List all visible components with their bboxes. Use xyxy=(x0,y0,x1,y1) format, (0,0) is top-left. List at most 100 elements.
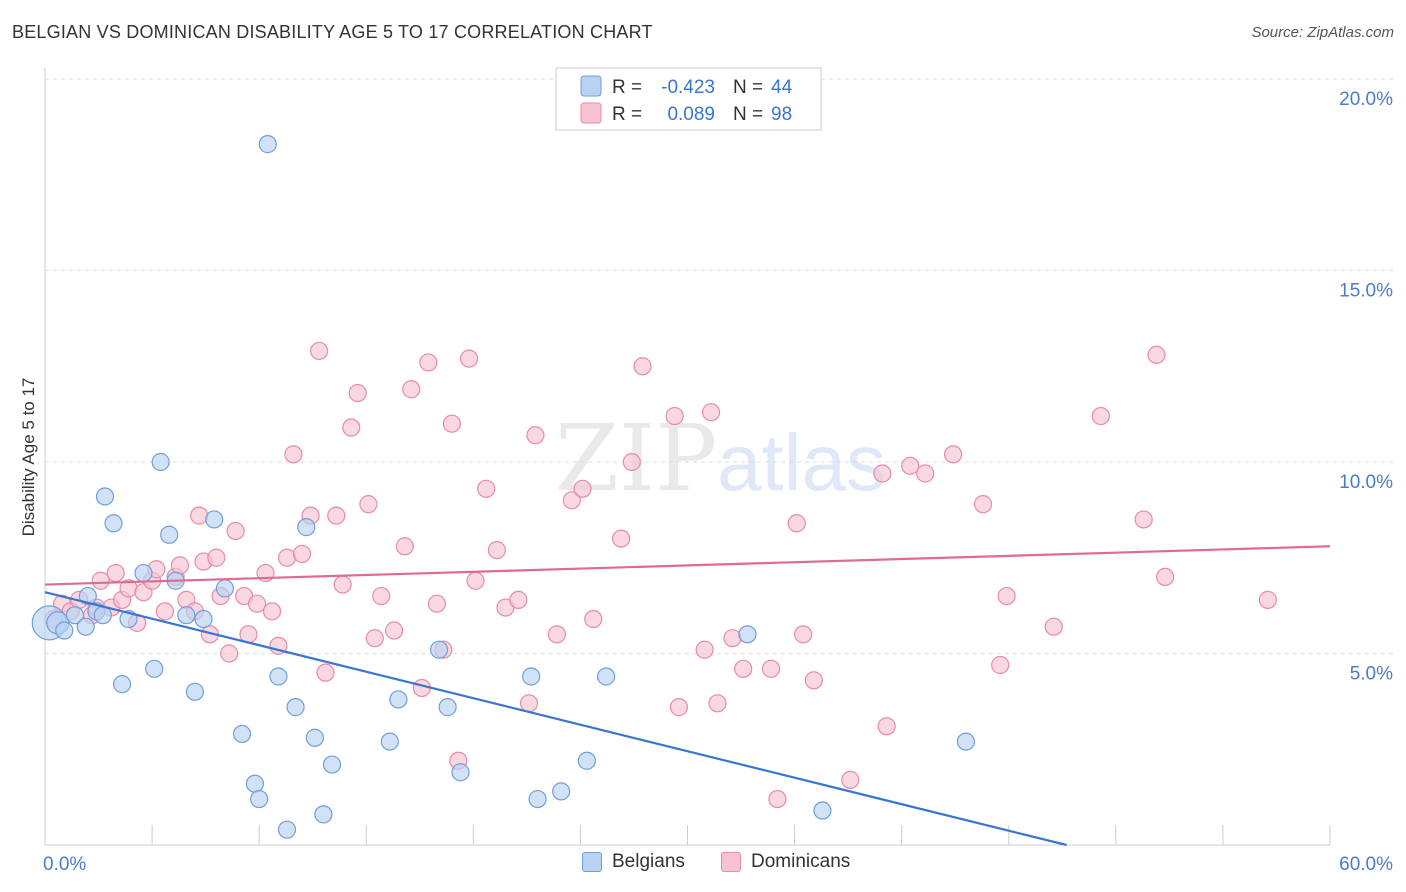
dominican-point xyxy=(701,403,721,422)
belgian-point xyxy=(286,698,305,717)
dominican-point xyxy=(262,602,282,621)
dominican-point xyxy=(247,594,267,613)
belgian-point xyxy=(269,667,288,686)
belgian-point xyxy=(813,801,832,820)
dominican-point xyxy=(669,698,689,717)
belgian-trend-line xyxy=(44,591,1067,847)
belgian-point xyxy=(145,659,164,678)
legend-r-value: -0.423 xyxy=(661,77,715,98)
dominican-point xyxy=(220,644,239,663)
belgian-point xyxy=(438,698,457,717)
x-tick-label: 60.0% xyxy=(1339,854,1393,875)
dominican-point xyxy=(487,540,506,560)
axes xyxy=(44,68,1330,846)
dominican-point xyxy=(547,625,566,644)
belgian-point xyxy=(250,789,269,809)
dominican-point xyxy=(734,659,753,678)
belgian-point xyxy=(93,606,112,625)
belgian-point xyxy=(956,732,976,751)
dominican-point xyxy=(787,514,806,533)
dominican-point xyxy=(342,418,361,437)
belgian-point xyxy=(76,617,95,636)
belgian-point xyxy=(522,667,541,686)
y-tick-label: 15.0% xyxy=(1339,281,1393,302)
belgian-point xyxy=(55,621,74,640)
dominican-point xyxy=(1134,510,1153,529)
dominican-point xyxy=(459,349,479,368)
dominican-point xyxy=(226,521,245,541)
dominican-point xyxy=(519,694,539,713)
y-tick-label: 10.0% xyxy=(1339,472,1393,493)
dominican-point xyxy=(155,602,175,621)
belgian-point xyxy=(528,789,547,809)
belgian-point xyxy=(322,755,342,774)
source-label: Source: ZipAtlas.com xyxy=(1251,24,1394,41)
legend-n-value: 44 xyxy=(771,77,793,98)
legend-label-belgians: Belgians xyxy=(612,851,685,872)
belgian-point xyxy=(258,135,277,154)
dominican-point xyxy=(526,426,545,445)
y-tick-label: 20.0% xyxy=(1339,89,1393,110)
belgian-point xyxy=(65,606,85,625)
trend-lines xyxy=(44,545,1331,847)
dominicans-swatch xyxy=(721,852,741,872)
dominican-point xyxy=(327,506,346,525)
belgian-point xyxy=(738,625,757,644)
belgian-point xyxy=(429,640,449,659)
dominican-point xyxy=(316,663,335,682)
legend-r-label: R = xyxy=(612,77,642,98)
dominican-point xyxy=(207,548,226,567)
data-points xyxy=(31,135,1277,839)
belgian-point xyxy=(177,606,196,625)
dominican-point xyxy=(477,479,496,498)
dominican-point xyxy=(292,544,312,564)
legend-n-value: 98 xyxy=(771,104,792,125)
dominican-point xyxy=(665,406,684,426)
belgian-point xyxy=(232,724,252,744)
bottom-legend: Belgians Dominicans xyxy=(0,851,1406,879)
dominican-point xyxy=(106,563,125,583)
dominican-point xyxy=(873,464,892,483)
dominican-point xyxy=(170,556,190,575)
legend-item-dominicans[interactable]: Dominicans xyxy=(721,851,850,873)
legend-r-value: 0.089 xyxy=(667,104,715,125)
dominican-point xyxy=(1091,406,1110,426)
belgian-point xyxy=(597,667,616,686)
belgian-point xyxy=(185,682,205,701)
legend-n-label: N = xyxy=(733,104,763,125)
belgian-point xyxy=(389,690,408,709)
belgians-swatch xyxy=(582,852,602,872)
belgian-point xyxy=(194,609,213,629)
belgian-point xyxy=(277,820,297,839)
dominican-point xyxy=(284,445,303,464)
y-tick-label: 5.0% xyxy=(1350,664,1393,685)
dominican-point xyxy=(384,621,404,640)
dominican-point xyxy=(310,341,329,361)
legend-item-belgians[interactable]: Belgians xyxy=(582,851,685,873)
legend-r-label: R = xyxy=(612,104,642,125)
dominican-point xyxy=(509,590,528,609)
dominican-point xyxy=(622,452,641,472)
dominican-point xyxy=(419,353,438,372)
belgian-point xyxy=(577,751,596,770)
dominican-point xyxy=(277,548,297,567)
belgian-point xyxy=(205,510,224,529)
belgian-point xyxy=(245,774,264,793)
dominican-point xyxy=(562,491,581,510)
dominican-point xyxy=(633,357,652,376)
dominican-point xyxy=(584,609,603,629)
dominican-point xyxy=(190,506,209,525)
legend-swatch-belgians xyxy=(580,75,602,97)
dominican-point xyxy=(365,629,384,648)
dominican-point xyxy=(402,380,421,399)
dominican-point xyxy=(1147,345,1166,364)
legend-label-dominicans: Dominicans xyxy=(751,851,851,872)
dominican-point xyxy=(359,495,378,514)
dominican-point xyxy=(761,659,781,678)
dominican-point xyxy=(612,529,631,548)
belgian-point xyxy=(314,805,333,824)
belgian-point xyxy=(95,487,115,506)
belgian-point xyxy=(215,579,234,598)
dominican-point xyxy=(573,479,592,498)
